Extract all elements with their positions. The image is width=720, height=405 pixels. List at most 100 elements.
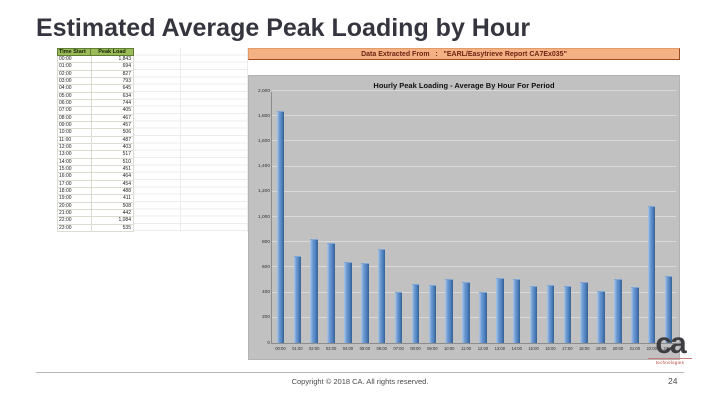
chart-plot-area: 0 200 400 600 800 1,000 1,200 1,400 1,600 1,800 2,… <box>258 89 676 351</box>
y-axis-tick-label: 1,200 <box>257 189 270 195</box>
time-start-cell: 16:00 <box>57 173 91 181</box>
peak-load-cell: 442 <box>91 209 134 218</box>
peak-load-cell: 508 <box>91 202 134 210</box>
x-axis-tick-label: 07:00 <box>393 346 404 351</box>
x-axis-tick-label: 08:00 <box>410 346 421 351</box>
time-start-cell: 03:00 <box>57 77 91 86</box>
x-axis-tick-label: 20:00 <box>612 346 624 351</box>
bar-22:00 <box>647 206 656 343</box>
table-row: 11:00 487 <box>57 136 134 144</box>
page-title: Estimated Average Peak Loading by Hour <box>36 14 531 42</box>
time-start-cell: 23:00 <box>57 224 91 232</box>
x-axis-tick-label: 13:00 <box>494 346 506 351</box>
gridline <box>272 266 676 268</box>
time-start-cell: 01:00 <box>57 63 91 71</box>
x-axis-tick-label: 01:00 <box>292 346 303 351</box>
gridline <box>272 165 676 167</box>
ca-logo-text: ca <box>655 327 686 360</box>
y-axis-tick-label: 800 <box>261 239 270 245</box>
bar-16:00 <box>546 284 555 343</box>
table-header-peak-load: Peak Load <box>91 48 134 56</box>
table-row: 04:00 645 <box>57 85 134 93</box>
x-axis-tick-label: 06:00 <box>376 346 387 351</box>
table-row: 03:00 793 <box>57 77 134 86</box>
chart-title: Hourly Peak Loading - Average By Hour Fo… <box>373 81 555 90</box>
y-axis-tick-label: 1,800 <box>257 113 270 119</box>
x-axis-tick-label: 21:00 <box>629 346 641 351</box>
y-axis-tick-label: 1,600 <box>257 138 270 144</box>
table-row: 16:00 464 <box>57 173 134 181</box>
gridline <box>272 115 676 117</box>
peak-load-cell: 454 <box>91 180 134 188</box>
bar-05:00 <box>361 263 369 343</box>
peak-load-cell: 506 <box>91 129 134 137</box>
bar-19:00 <box>597 291 605 343</box>
y-axis-tick-label: 400 <box>261 290 270 296</box>
bar-12:00 <box>479 292 487 343</box>
grid-column-line <box>180 48 181 232</box>
time-start-cell: 04:00 <box>57 85 91 93</box>
time-start-cell: 08:00 <box>57 114 91 122</box>
table-row: 05:00 634 <box>57 92 134 100</box>
peak-load-cell: 517 <box>91 151 134 159</box>
gridline <box>272 291 676 293</box>
time-start-cell: 18:00 <box>57 187 91 196</box>
table-row: 18:00 488 <box>57 187 134 196</box>
y-axis-tick-label: 2,000 <box>257 88 270 94</box>
table-row: 07:00 405 <box>57 107 134 115</box>
time-start-cell: 10:00 <box>57 129 91 137</box>
footer-divider <box>36 372 684 373</box>
peak-load-cell: 487 <box>91 136 134 144</box>
time-start-cell: 00:00 <box>57 56 91 64</box>
time-start-cell: 19:00 <box>57 195 91 203</box>
table-row: 00:00 1,843 <box>57 56 134 64</box>
peak-load-cell: 411 <box>91 195 134 203</box>
x-axis-tick-label: 02:00 <box>308 346 320 351</box>
time-start-cell: 09:00 <box>57 121 91 130</box>
table-row: 13:00 517 <box>57 151 134 159</box>
table-row: 09:00 457 <box>57 121 134 130</box>
x-axis-tick-label: 14:00 <box>511 346 522 351</box>
time-start-cell: 12:00 <box>57 143 91 152</box>
bar-13:00 <box>496 277 504 343</box>
bar-02:00 <box>310 238 318 343</box>
table-row: 01:00 694 <box>57 63 134 71</box>
bar-18:00 <box>580 281 588 343</box>
bar-20:00 <box>614 279 622 343</box>
bar-17:00 <box>563 285 572 343</box>
gridline <box>272 140 676 142</box>
data-source-banner-text: Data Extracted From : "EARL/Easytrieve R… <box>361 50 567 58</box>
time-start-cell: 06:00 <box>57 99 91 108</box>
peak-load-cell: 403 <box>91 143 134 152</box>
time-start-cell: 22:00 <box>57 217 91 225</box>
bar-23:00 <box>664 275 673 343</box>
time-start-cell: 02:00 <box>57 70 91 78</box>
bar-07:00 <box>394 291 403 343</box>
x-axis-tick-label: 05:00 <box>359 346 371 351</box>
table-row: 19:00 411 <box>57 195 134 203</box>
time-start-cell: 20:00 <box>57 202 91 210</box>
x-axis-tick-label: 09:00 <box>427 346 438 351</box>
peak-load-cell: 744 <box>91 99 134 108</box>
bar-08:00 <box>411 284 420 343</box>
peak-load-cell: 827 <box>91 70 134 78</box>
time-start-cell: 17:00 <box>57 180 91 188</box>
bar-11:00 <box>462 281 470 343</box>
x-axis-tick-label: 12:00 <box>477 346 489 351</box>
y-axis-tick-label: 0 <box>267 340 270 346</box>
time-start-cell: 14:00 <box>57 158 91 166</box>
bar-chart: Hourly Peak Loading - Average By Hour Fo… <box>248 75 680 360</box>
peak-load-cell: 793 <box>91 77 134 86</box>
bar-04:00 <box>344 261 352 343</box>
peak-load-cell: 467 <box>91 114 134 122</box>
time-start-cell: 13:00 <box>57 151 91 159</box>
table-row: 10:00 506 <box>57 129 134 137</box>
peak-load-cell: 405 <box>91 107 134 115</box>
table-row: 20:00 508 <box>57 202 134 210</box>
y-axis-tick-label: 1,400 <box>257 164 270 170</box>
table-row: 14:00 510 <box>57 158 134 166</box>
bar-06:00 <box>377 249 386 343</box>
bar-21:00 <box>631 287 639 343</box>
table-row: 21:00 442 <box>57 209 134 218</box>
